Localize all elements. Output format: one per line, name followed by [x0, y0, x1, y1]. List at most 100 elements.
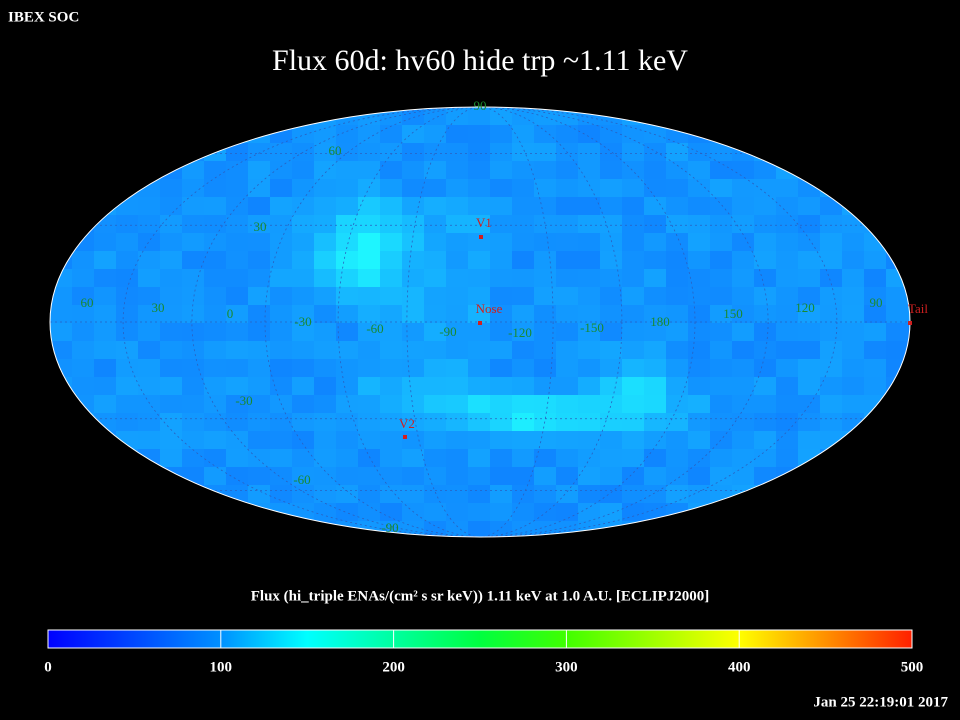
map-cell: [336, 395, 359, 414]
map-cell: [72, 359, 95, 378]
map-cell: [644, 143, 667, 162]
map-cell: [182, 449, 205, 468]
map-cell: [534, 143, 557, 162]
map-cell: [798, 287, 821, 306]
map-cell: [490, 161, 513, 180]
map-cell: [138, 377, 161, 396]
map-cell: [446, 449, 469, 468]
map-cell: [446, 215, 469, 234]
map-cell: [446, 161, 469, 180]
map-cell: [534, 341, 557, 360]
map-cell: [666, 287, 689, 306]
map-cell: [600, 485, 623, 504]
grid-label: -60: [293, 472, 310, 487]
map-cell: [842, 305, 865, 324]
map-cell: [138, 269, 161, 288]
map-cell: [424, 161, 447, 180]
map-cell: [424, 233, 447, 252]
map-cell: [534, 395, 557, 414]
map-cell: [380, 233, 403, 252]
map-cell: [138, 305, 161, 324]
map-cell: [776, 179, 799, 198]
map-cell: [72, 341, 95, 360]
map-cell: [666, 161, 689, 180]
map-cell: [94, 305, 117, 324]
map-cell: [270, 341, 293, 360]
map-cell: [402, 323, 425, 342]
map-cell: [138, 341, 161, 360]
map-cell: [732, 359, 755, 378]
map-cell: [644, 413, 667, 432]
map-cell: [380, 251, 403, 270]
map-cell: [490, 107, 513, 126]
map-cell: [622, 395, 645, 414]
map-cell: [776, 251, 799, 270]
map-cell: [248, 197, 271, 216]
map-cell: [622, 233, 645, 252]
map-cell: [94, 395, 117, 414]
map-cell: [490, 323, 513, 342]
map-cell: [336, 197, 359, 216]
map-cell: [204, 449, 227, 468]
grid-label: 30: [254, 219, 267, 234]
map-cell: [556, 503, 579, 522]
map-cell: [138, 197, 161, 216]
map-cell: [732, 377, 755, 396]
map-cell: [468, 125, 491, 144]
map-cell: [50, 287, 73, 306]
grid-label: -60: [366, 321, 383, 336]
map-cell: [248, 413, 271, 432]
map-cell: [358, 323, 381, 342]
marker-label: V2: [399, 416, 415, 431]
map-cell: [600, 287, 623, 306]
map-cell: [622, 467, 645, 486]
map-cell: [336, 341, 359, 360]
map-cell: [94, 287, 117, 306]
map-cell: [644, 215, 667, 234]
map-cell: [270, 251, 293, 270]
map-cell: [94, 269, 117, 288]
map-cell: [248, 395, 271, 414]
map-cell: [424, 431, 447, 450]
map-cell: [468, 305, 491, 324]
map-cell: [270, 377, 293, 396]
map-cell: [248, 161, 271, 180]
map-cell: [710, 179, 733, 198]
map-cell: [402, 359, 425, 378]
map-cell: [512, 467, 535, 486]
map-cell: [842, 233, 865, 252]
map-cell: [204, 197, 227, 216]
map-cell: [798, 359, 821, 378]
map-cell: [182, 431, 205, 450]
map-cell: [798, 323, 821, 342]
map-cell: [556, 449, 579, 468]
marker-label: Nose: [476, 301, 503, 316]
map-cell: [864, 287, 887, 306]
map-cell: [446, 485, 469, 504]
marker-dot: [908, 321, 912, 325]
marker-dot: [479, 235, 483, 239]
map-cell: [402, 485, 425, 504]
map-cell: [380, 503, 403, 522]
map-cell: [688, 413, 711, 432]
map-cell: [556, 233, 579, 252]
map-cell: [490, 143, 513, 162]
map-cell: [842, 341, 865, 360]
map-cell: [182, 413, 205, 432]
map-cell: [732, 467, 755, 486]
grid-label: 150: [723, 306, 743, 321]
map-cell: [534, 485, 557, 504]
map-cell: [204, 359, 227, 378]
map-cell: [864, 305, 887, 324]
map-cell: [688, 269, 711, 288]
map-cell: [666, 179, 689, 198]
map-cell: [534, 125, 557, 144]
colorbar: [47, 629, 913, 649]
map-cell: [710, 143, 733, 162]
map-cell: [578, 251, 601, 270]
map-cell: [732, 449, 755, 468]
map-cell: [380, 215, 403, 234]
map-cell: [380, 485, 403, 504]
grid-label: -120: [508, 325, 532, 340]
map-cell: [424, 467, 447, 486]
